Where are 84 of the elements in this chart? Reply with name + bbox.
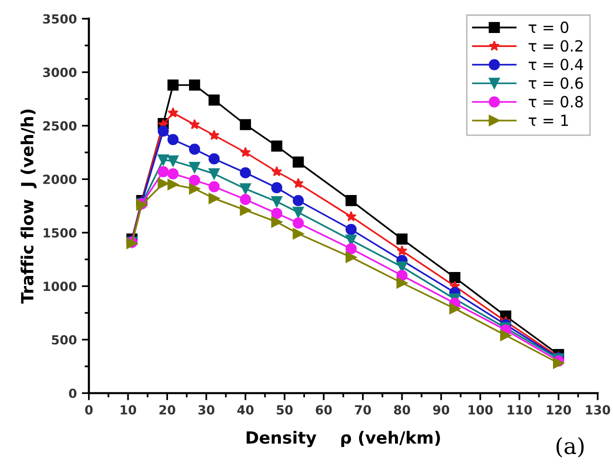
y-tick-label: 3500 (43, 14, 76, 24)
x-tick-label: 130 (586, 405, 610, 415)
x-tick-label: 20 (159, 405, 176, 415)
point (292, 156, 304, 168)
point (158, 178, 169, 190)
x-tick-label: 0 (85, 405, 93, 415)
point (189, 174, 200, 186)
legend-label: τ = 0.4 (528, 58, 584, 70)
legend-label: τ = 0.2 (528, 40, 582, 52)
legend-label: τ = 0 (528, 22, 568, 34)
x-tick-label: 110 (508, 405, 532, 415)
point (240, 183, 251, 194)
x-tick-label: 40 (237, 405, 254, 415)
legend-label: τ = 0.6 (528, 77, 583, 89)
point (208, 192, 220, 204)
x-tick-label: 80 (394, 405, 410, 415)
y-tick-label: 3000 (43, 68, 76, 78)
point (240, 194, 251, 206)
y-tick-label: 2500 (43, 121, 76, 131)
point (208, 94, 220, 106)
y-tick-label: 2000 (43, 174, 76, 184)
x-axis-title: Density ρ (veh/km) (246, 430, 440, 448)
point (271, 196, 282, 208)
point (271, 182, 282, 194)
point (167, 168, 179, 180)
point (208, 153, 220, 164)
y-axis-title: Traffic flow J (veh/h) (20, 110, 37, 304)
point (208, 181, 220, 192)
x-tick-label: 100 (468, 405, 493, 415)
point (158, 166, 169, 178)
point (240, 204, 251, 216)
point (292, 178, 304, 188)
point (168, 107, 178, 118)
point (189, 162, 200, 173)
x-tick-label: 30 (198, 405, 214, 415)
legend-label: τ = 0.8 (528, 96, 583, 108)
point (449, 303, 460, 314)
point (271, 166, 282, 176)
point (240, 167, 251, 178)
point (346, 252, 357, 263)
point (552, 358, 564, 369)
point (396, 245, 408, 256)
y-tick-label: 0 (68, 388, 76, 398)
point (500, 330, 512, 341)
point (271, 208, 282, 219)
point (396, 277, 408, 288)
y-tick-label: 1000 (44, 282, 76, 292)
point (158, 154, 169, 166)
point (208, 168, 220, 180)
point (271, 216, 282, 228)
point (396, 234, 408, 245)
point (167, 79, 179, 91)
point (346, 224, 357, 236)
text: (a) (556, 437, 584, 458)
y-tick-label: 500 (52, 335, 76, 345)
point (346, 195, 357, 206)
x-tick-label: 70 (354, 405, 371, 415)
point (189, 144, 200, 155)
point (346, 243, 357, 254)
y-tick-label: 1500 (44, 228, 76, 238)
point (292, 228, 304, 240)
point (167, 134, 179, 146)
x-tick-label: 10 (120, 405, 136, 415)
x-tick-label: 120 (546, 405, 571, 415)
point (271, 140, 282, 152)
point (292, 206, 304, 218)
point (167, 178, 179, 190)
point (240, 119, 251, 130)
point (292, 195, 304, 206)
point (189, 119, 200, 130)
point (167, 155, 179, 167)
point (292, 217, 304, 229)
point (396, 270, 408, 282)
point (189, 79, 200, 91)
point (208, 130, 220, 140)
x-tick-label: 90 (433, 405, 450, 415)
point (189, 183, 200, 194)
point (158, 125, 169, 137)
x-tick-label: 50 (276, 405, 293, 415)
point (449, 272, 460, 284)
legend-label: τ = 1 (528, 114, 568, 126)
point (240, 146, 251, 158)
point (346, 211, 356, 222)
x-tick-label: 60 (316, 405, 332, 415)
